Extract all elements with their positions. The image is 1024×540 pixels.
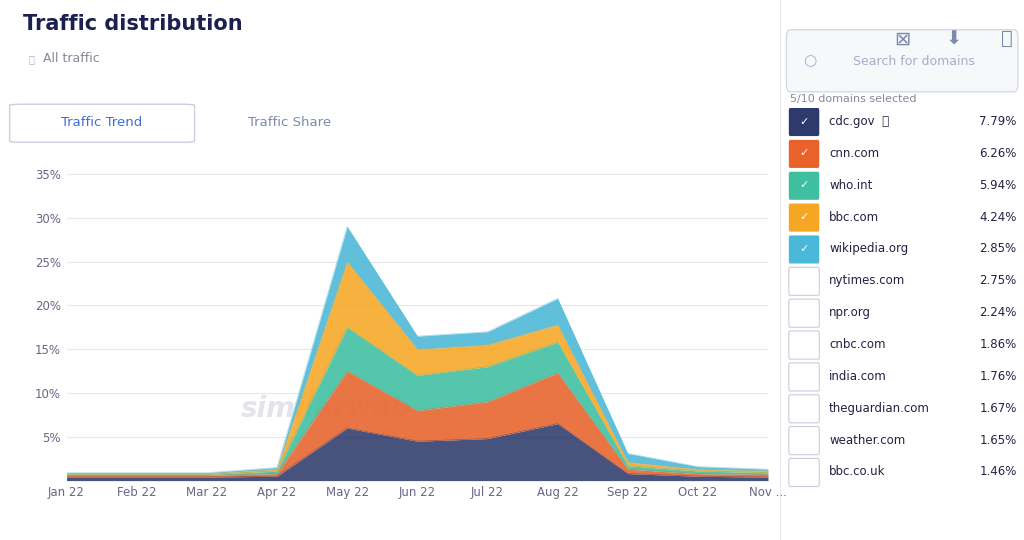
Text: 4.24%: 4.24% [979,211,1017,224]
Text: 7.79%: 7.79% [979,115,1017,128]
Text: Search for domains: Search for domains [853,55,975,68]
Text: 5.94%: 5.94% [979,179,1017,192]
Text: ⬇: ⬇ [946,29,963,49]
Text: cnbc.com: cnbc.com [829,338,886,351]
FancyBboxPatch shape [788,331,819,359]
FancyBboxPatch shape [788,363,819,391]
FancyBboxPatch shape [788,395,819,423]
Text: 1.86%: 1.86% [979,338,1017,351]
FancyBboxPatch shape [788,299,819,327]
Text: 5/10 domains selected: 5/10 domains selected [791,94,916,104]
FancyBboxPatch shape [788,267,819,295]
Text: ⬜: ⬜ [29,54,35,64]
FancyBboxPatch shape [788,108,819,136]
Text: 1.46%: 1.46% [979,465,1017,478]
Text: nytimes.com: nytimes.com [829,274,905,287]
Text: 6.26%: 6.26% [979,147,1017,160]
Text: 2.75%: 2.75% [979,274,1017,287]
FancyBboxPatch shape [788,235,819,264]
Text: wikipedia.org: wikipedia.org [829,242,908,255]
Text: similarweb: similarweb [241,395,412,423]
Text: 1.67%: 1.67% [979,402,1017,415]
Text: weather.com: weather.com [829,434,905,447]
Text: 1.76%: 1.76% [979,370,1017,383]
Text: bbc.com: bbc.com [829,211,880,224]
FancyBboxPatch shape [788,140,819,168]
Text: ✓: ✓ [800,180,809,190]
Text: ✓: ✓ [800,117,809,126]
Text: npr.org: npr.org [829,306,871,319]
Text: 2.85%: 2.85% [980,242,1017,255]
Text: cdc.gov  🏆: cdc.gov 🏆 [829,115,889,128]
FancyBboxPatch shape [786,30,1018,92]
Text: 1.65%: 1.65% [979,434,1017,447]
FancyBboxPatch shape [788,458,819,487]
Text: Traffic Share: Traffic Share [248,116,331,129]
Text: ⊠: ⊠ [894,29,910,49]
Text: ✓: ✓ [800,212,809,222]
Text: ○: ○ [803,53,816,69]
FancyBboxPatch shape [788,204,819,232]
Text: ✓: ✓ [800,244,809,254]
Text: who.int: who.int [829,179,872,192]
Text: theguardian.com: theguardian.com [829,402,930,415]
Text: ⎋: ⎋ [1000,29,1013,49]
Text: Traffic distribution: Traffic distribution [23,14,242,33]
FancyBboxPatch shape [788,427,819,455]
Text: india.com: india.com [829,370,887,383]
Text: All traffic: All traffic [43,52,99,65]
Text: bbc.co.uk: bbc.co.uk [829,465,886,478]
Text: cnn.com: cnn.com [829,147,880,160]
Text: 2.24%: 2.24% [979,306,1017,319]
Text: Traffic Trend: Traffic Trend [61,116,142,129]
FancyBboxPatch shape [788,172,819,200]
Text: ✓: ✓ [800,148,809,158]
FancyBboxPatch shape [9,104,195,142]
